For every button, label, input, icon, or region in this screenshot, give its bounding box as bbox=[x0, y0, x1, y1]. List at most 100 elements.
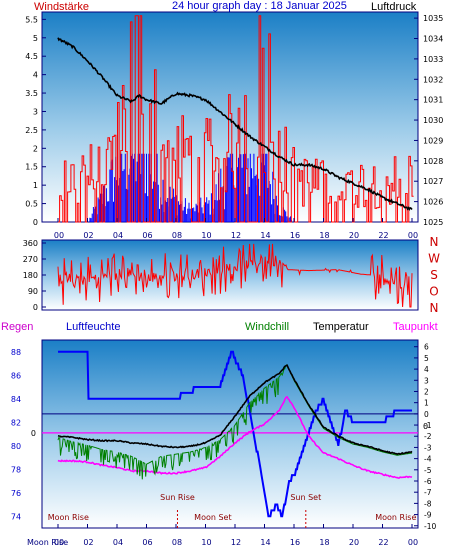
astro-annotation: Sun Set bbox=[290, 493, 321, 502]
temperature-tick-label: -3 bbox=[424, 443, 432, 452]
wind-tick-label: 0.5 bbox=[25, 200, 38, 209]
temperature-tick-label: 5 bbox=[424, 354, 429, 363]
wind-tick-label: 4.5 bbox=[25, 52, 38, 61]
compass-tick-label: W bbox=[428, 252, 440, 266]
wind-x-tick-label: 22 bbox=[378, 231, 388, 240]
temp-x-tick-label: 22 bbox=[378, 538, 388, 547]
temperature-tick-label: -6 bbox=[424, 477, 432, 486]
pressure-tick-label: 1034 bbox=[423, 35, 443, 44]
wind-x-tick-label: 04 bbox=[113, 231, 123, 240]
temperature-tick-label: -8 bbox=[424, 499, 432, 508]
wind-x-tick-label: 06 bbox=[142, 231, 152, 240]
wind-x-tick-label: 08 bbox=[172, 231, 182, 240]
temp-x-tick-label: 20 bbox=[349, 538, 359, 547]
wind-x-tick-label: 20 bbox=[349, 231, 359, 240]
temperature-tick-label: -5 bbox=[424, 466, 432, 475]
direction-tick-label: 270 bbox=[23, 255, 38, 264]
temperature-tick-label: 1 bbox=[424, 399, 429, 408]
wind-tick-label: 1.5 bbox=[25, 163, 38, 172]
temp-x-tick-label: 16 bbox=[290, 538, 300, 547]
astro-annotation: Moon Rise bbox=[48, 513, 89, 522]
temperature-tick-label: -1 bbox=[424, 421, 432, 430]
temperature-tick-label: -2 bbox=[424, 432, 432, 441]
compass-tick-label: N bbox=[430, 235, 439, 249]
pressure-tick-label: 1027 bbox=[423, 177, 443, 186]
wind-x-tick-label: 02 bbox=[83, 231, 93, 240]
windchill-series bbox=[57, 364, 413, 480]
humidity-tick-label: 78 bbox=[11, 465, 21, 474]
compass-tick-label: O bbox=[429, 285, 438, 299]
pressure-series bbox=[57, 37, 413, 212]
pressure-tick-label: 1031 bbox=[423, 96, 443, 105]
wind-tick-label: 2 bbox=[33, 144, 38, 153]
wind-axis-label: Windstärke bbox=[34, 1, 90, 13]
humidity-tick-label: 74 bbox=[11, 512, 21, 521]
pressure-tick-label: 1035 bbox=[423, 14, 443, 23]
temp-x-tick-label: 18 bbox=[319, 538, 329, 547]
temperature-tick-label: 0 bbox=[424, 410, 429, 419]
dewpoint-series bbox=[57, 395, 413, 479]
wind-tick-label: 3 bbox=[33, 108, 38, 117]
regen-label: Regen bbox=[1, 321, 34, 333]
temperatur-label: Temperatur bbox=[313, 321, 369, 333]
wind-series bbox=[58, 15, 414, 223]
temperature-tick-label: -10 bbox=[424, 522, 436, 531]
wind-tick-label: 1 bbox=[33, 181, 38, 190]
compass-tick-label: S bbox=[430, 268, 438, 282]
luftfeuchte-label: Luftfeuchte bbox=[66, 321, 121, 333]
temp-x-tick-label: 00 bbox=[408, 538, 418, 547]
temperature-tick-label: 6 bbox=[424, 343, 429, 352]
wind-tick-label: 2.5 bbox=[25, 126, 38, 135]
temperature-tick-label: -4 bbox=[424, 455, 432, 464]
temperature-series bbox=[57, 364, 413, 456]
moon-rise-bottom-label: Moon Rise bbox=[27, 538, 68, 547]
windchill-label: Windchill bbox=[245, 321, 290, 333]
humidity-tick-label: 82 bbox=[11, 418, 21, 427]
wind-x-tick-label: 00 bbox=[408, 231, 418, 240]
temp-x-tick-label: 06 bbox=[142, 538, 152, 547]
humidity-tick-label: 76 bbox=[11, 489, 21, 498]
temp-x-tick-label: 12 bbox=[231, 538, 241, 547]
pressure-tick-label: 1025 bbox=[423, 218, 443, 227]
wind-tick-label: 5 bbox=[33, 34, 38, 43]
humidity-tick-label: 84 bbox=[11, 395, 21, 404]
temperature-tick-label: 3 bbox=[424, 376, 429, 385]
wind-x-tick-label: 10 bbox=[201, 231, 211, 240]
astro-annotation: Moon Set bbox=[194, 513, 231, 522]
pressure-tick-label: 1029 bbox=[423, 136, 443, 145]
temp-panel-bg bbox=[41, 339, 419, 529]
direction-tick-label: 0 bbox=[33, 303, 38, 312]
regen-zero-label: 0 bbox=[31, 429, 36, 438]
wind-tick-label: 4 bbox=[33, 71, 38, 80]
wind-tick-label: 3.5 bbox=[25, 89, 38, 98]
wind-x-tick-label: 14 bbox=[260, 231, 270, 240]
temp-x-tick-label: 00 bbox=[54, 538, 64, 547]
temperature-tick-label: -9 bbox=[424, 511, 432, 520]
taupunkt-label: Taupunkt bbox=[393, 321, 438, 333]
pressure-tick-label: 1033 bbox=[423, 55, 443, 64]
pressure-axis-label: Luftdruck bbox=[371, 1, 417, 13]
astro-annotation: Moon Rise bbox=[375, 513, 416, 522]
humidity-tick-label: 88 bbox=[11, 348, 21, 357]
temperature-tick-label: 2 bbox=[424, 388, 429, 397]
wind-x-tick-label: 00 bbox=[54, 231, 64, 240]
temp-x-tick-label: 14 bbox=[260, 538, 270, 547]
humidity-tick-label: 80 bbox=[11, 442, 21, 451]
wind-x-tick-label: 12 bbox=[231, 231, 241, 240]
compass-tick-label: N bbox=[430, 301, 439, 315]
wind-x-tick-label: 18 bbox=[319, 231, 329, 240]
temp-x-tick-label: 08 bbox=[172, 538, 182, 547]
wind-tick-label: 5.5 bbox=[25, 15, 38, 24]
wind-x-tick-label: 16 bbox=[290, 231, 300, 240]
dewpoint-zero-label: 0 bbox=[423, 422, 428, 431]
humidity-series bbox=[58, 350, 412, 518]
astro-annotation: Sun Rise bbox=[160, 493, 195, 502]
pressure-tick-label: 1026 bbox=[423, 198, 443, 207]
direction-tick-label: 360 bbox=[23, 239, 38, 248]
pressure-tick-label: 1028 bbox=[423, 157, 443, 166]
temp-x-tick-label: 02 bbox=[83, 538, 93, 547]
temperature-tick-label: 4 bbox=[424, 365, 429, 374]
humidity-tick-label: 86 bbox=[11, 371, 21, 380]
wind-direction-series bbox=[57, 243, 413, 308]
